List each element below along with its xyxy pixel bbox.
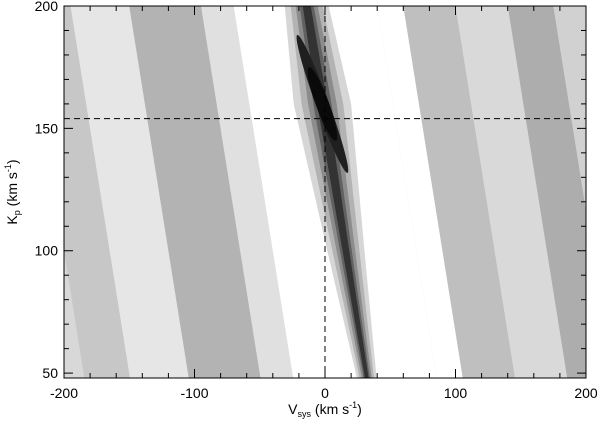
y-tick-label: 50 (42, 365, 58, 381)
x-tick-label: -200 (50, 385, 78, 401)
x-tick-labels: -200 -100 0 100 200 (50, 385, 598, 401)
heatmap-layer (64, 6, 586, 378)
background-band (201, 6, 294, 378)
y-tick-label: 200 (35, 0, 59, 14)
x-axis-label: Vsys (km s-1) (288, 400, 362, 419)
background-band (64, 6, 131, 378)
x-tick-label: 200 (574, 385, 598, 401)
y-tick-label: 100 (35, 243, 59, 259)
y-tick-labels: 50 100 150 200 (35, 0, 59, 381)
background-band (70, 6, 189, 378)
background-band (129, 6, 261, 378)
background-band (377, 6, 463, 378)
background-band (455, 6, 568, 378)
background-band (553, 6, 586, 210)
x-tick-label: -100 (180, 385, 208, 401)
reference-lines (64, 6, 586, 378)
y-axis-label: Kp (km s-1) (3, 159, 22, 224)
y-tick-label: 150 (35, 120, 59, 136)
axis-ticks (63, 5, 587, 378)
x-tick-label: 100 (444, 385, 468, 401)
background-band (507, 6, 586, 378)
background-band (403, 6, 516, 378)
x-tick-label: 0 (321, 385, 329, 401)
signal-peak (307, 66, 338, 141)
